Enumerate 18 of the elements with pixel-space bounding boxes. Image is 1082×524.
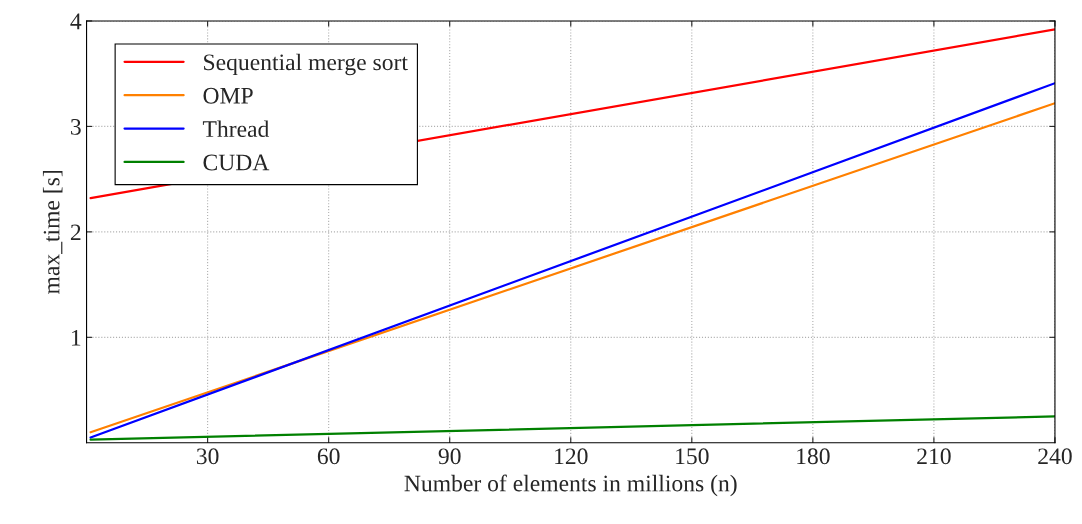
- x-tick-label: 30: [196, 448, 219, 465]
- x-tick-label: 150: [676, 448, 709, 465]
- y-tick-label: 4: [70, 13, 82, 30]
- x-tick-label: 60: [317, 448, 340, 465]
- y-tick-label: 2: [70, 224, 81, 241]
- y-axis-title: max_time [s]: [42, 171, 63, 294]
- legend-label: CUDA: [203, 154, 270, 171]
- y-tick-label: 3: [71, 118, 81, 135]
- y-tick-label: 1: [71, 329, 81, 346]
- legend-label: Sequential merge sort: [204, 53, 408, 76]
- legend-label: OMP: [203, 87, 253, 104]
- x-tick-label: 180: [797, 448, 830, 465]
- x-axis-title: Number of elements in millions (n): [404, 474, 737, 497]
- x-tick-label: 210: [917, 448, 951, 465]
- x-tick-label: 90: [438, 448, 461, 465]
- x-tick-label: 120: [555, 448, 588, 465]
- x-tick-label: 240: [1038, 448, 1072, 465]
- legend-label: Thread: [202, 120, 270, 138]
